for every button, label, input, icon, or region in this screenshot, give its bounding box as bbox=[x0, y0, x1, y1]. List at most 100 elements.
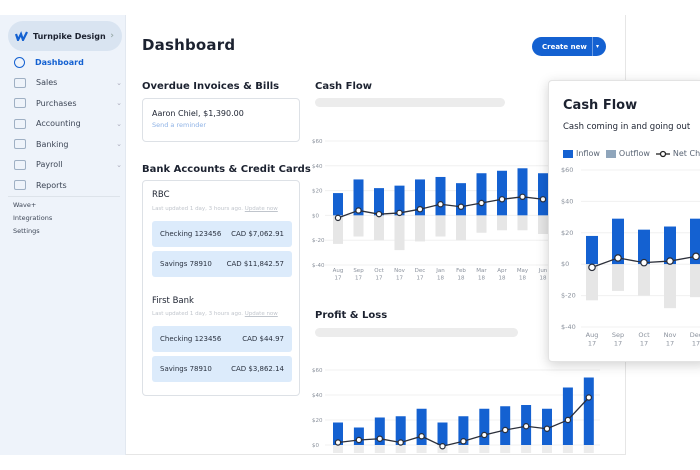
x-tick-label: Apr 18 bbox=[497, 268, 507, 280]
y-tick-label: $60 bbox=[312, 139, 323, 145]
outflow-bar bbox=[333, 215, 343, 244]
inflow-bar bbox=[497, 170, 507, 216]
update-now-link[interactable]: Update now bbox=[244, 311, 278, 317]
inflow-bar bbox=[374, 417, 385, 445]
y-tick-label: $-20 bbox=[312, 238, 325, 244]
sidebar-item-label: Accounting bbox=[36, 119, 81, 128]
outflow-bar bbox=[521, 445, 532, 453]
bank-name: RBC bbox=[152, 190, 170, 200]
sidebar-link[interactable]: Settings bbox=[13, 227, 40, 235]
net-change-point bbox=[460, 438, 467, 445]
chevron-down-icon: ⌄ bbox=[116, 119, 122, 128]
net-change-point bbox=[418, 433, 425, 440]
net-change-point bbox=[588, 263, 596, 272]
send-reminder-link[interactable]: Send a reminder bbox=[152, 121, 207, 129]
outflow-bar bbox=[690, 264, 700, 298]
outflow-bar bbox=[374, 215, 384, 241]
x-tick-label: May 18 bbox=[517, 268, 529, 280]
net-change-point bbox=[666, 257, 674, 265]
cart-icon bbox=[14, 98, 26, 108]
sidebar-item-sales[interactable]: Sales ⌄ bbox=[14, 74, 122, 92]
y-tick-label: $60 bbox=[312, 368, 323, 374]
sidebar-item-banking[interactable]: Banking ⌄ bbox=[14, 135, 122, 153]
create-new-button[interactable]: Create new ▾ bbox=[532, 37, 606, 56]
inflow-bar bbox=[664, 226, 676, 265]
net-change-point bbox=[439, 443, 446, 450]
sidebar-item-dashboard[interactable]: Dashboard bbox=[14, 53, 122, 71]
account-row[interactable]: Checking 123456 CAD $44.97 bbox=[152, 326, 292, 352]
outflow-bar bbox=[500, 445, 511, 453]
net-change-point bbox=[543, 425, 551, 432]
scale-icon bbox=[14, 118, 26, 129]
inflow-bar bbox=[415, 179, 425, 216]
legend-line-icon bbox=[655, 150, 670, 157]
inflow-bar bbox=[333, 422, 343, 445]
outflow-bar bbox=[476, 215, 487, 233]
y-tick-label: $-40 bbox=[561, 323, 576, 331]
y-tick-label: $-20 bbox=[561, 292, 576, 300]
sidebar-link[interactable]: Wave+ bbox=[13, 201, 37, 209]
x-tick-label: Nov 17 bbox=[394, 268, 405, 280]
overdue-title: Overdue Invoices & Bills bbox=[142, 81, 280, 92]
inflow-bar bbox=[456, 183, 466, 216]
sidebar-link[interactable]: Integrations bbox=[13, 214, 53, 222]
outflow-bar bbox=[664, 264, 676, 309]
sidebar-divider bbox=[8, 196, 120, 197]
inflow-bar bbox=[690, 218, 700, 265]
net-change-point bbox=[614, 254, 622, 262]
net-change-point bbox=[519, 193, 526, 201]
last-updated: Last updated 1 day, 3 hours ago. Update … bbox=[152, 206, 278, 212]
net-change-point bbox=[334, 439, 342, 446]
x-tick-label: Oct 17 bbox=[374, 268, 384, 280]
inflow-bar bbox=[479, 408, 490, 445]
x-tick-label: Sep 17 bbox=[353, 268, 364, 280]
outflow-bar bbox=[538, 215, 548, 234]
caret-down-icon[interactable]: ▾ bbox=[592, 37, 599, 56]
x-tick-label: Jun 18 bbox=[538, 268, 548, 280]
outflow-bar bbox=[415, 215, 425, 242]
net-change-point bbox=[355, 436, 363, 444]
outflow-bar bbox=[416, 445, 427, 453]
net-change-point bbox=[640, 258, 648, 267]
inflow-bar bbox=[353, 179, 364, 216]
account-row[interactable]: Savings 78910 CAD $11,842.57 bbox=[152, 251, 292, 277]
y-tick-label: $60 bbox=[561, 166, 573, 174]
sidebar-item-accounting[interactable]: Accounting ⌄ bbox=[14, 115, 122, 133]
business-switcher[interactable]: Turnpike Design › bbox=[8, 21, 122, 51]
account-row[interactable]: Checking 123456 CAD $7,062.91 bbox=[152, 221, 292, 247]
y-tick-label: $40 bbox=[312, 164, 323, 170]
legend-swatch-inflow bbox=[563, 149, 573, 158]
sidebar-item-label: Reports bbox=[36, 180, 67, 190]
inflow-bar bbox=[500, 406, 511, 445]
net-change-point bbox=[498, 196, 506, 203]
inflow-bar bbox=[353, 427, 364, 445]
net-change-point bbox=[564, 416, 572, 424]
outflow-bar bbox=[562, 445, 573, 453]
net-change-point bbox=[457, 203, 465, 210]
inflow-bar bbox=[583, 377, 594, 445]
sidebar-item-payroll[interactable]: Payroll ⌄ bbox=[14, 156, 122, 174]
cashflow-title: Cash Flow bbox=[315, 81, 373, 92]
y-tick-label: $20 bbox=[312, 189, 323, 195]
sidebar: Turnpike Design › bbox=[0, 15, 126, 455]
sidebar-item-label: Purchases bbox=[36, 98, 77, 108]
account-row[interactable]: Savings 78910 CAD $3,862.14 bbox=[152, 356, 292, 382]
y-tick-label: $0 bbox=[312, 443, 319, 449]
popup-cashflow-chart: $60 $40 $20 $0 $-20 $-40 Aug 17 Sep 17 Oct 17 Nov 17 D… bbox=[561, 166, 700, 348]
y-tick-label: $-40 bbox=[312, 263, 325, 269]
y-tick-label: $0 bbox=[561, 260, 569, 268]
sidebar-item-purchases[interactable]: Purchases ⌄ bbox=[14, 94, 122, 112]
x-tick-label: Aug 17 bbox=[333, 268, 344, 280]
outflow-bar bbox=[333, 445, 343, 453]
y-tick-label: $40 bbox=[312, 393, 323, 399]
outflow-bar bbox=[394, 215, 405, 251]
update-now-link[interactable]: Update now bbox=[244, 206, 278, 212]
popup-subtitle: Cash coming in and going out bbox=[563, 122, 691, 132]
net-change-point bbox=[376, 435, 384, 442]
sidebar-item-reports[interactable]: Reports bbox=[14, 176, 122, 194]
page-title: Dashboard bbox=[142, 36, 236, 54]
outflow-bar bbox=[353, 445, 364, 453]
net-change-point bbox=[585, 394, 592, 401]
net-change-point bbox=[478, 199, 485, 207]
inflow-bar bbox=[638, 229, 650, 265]
